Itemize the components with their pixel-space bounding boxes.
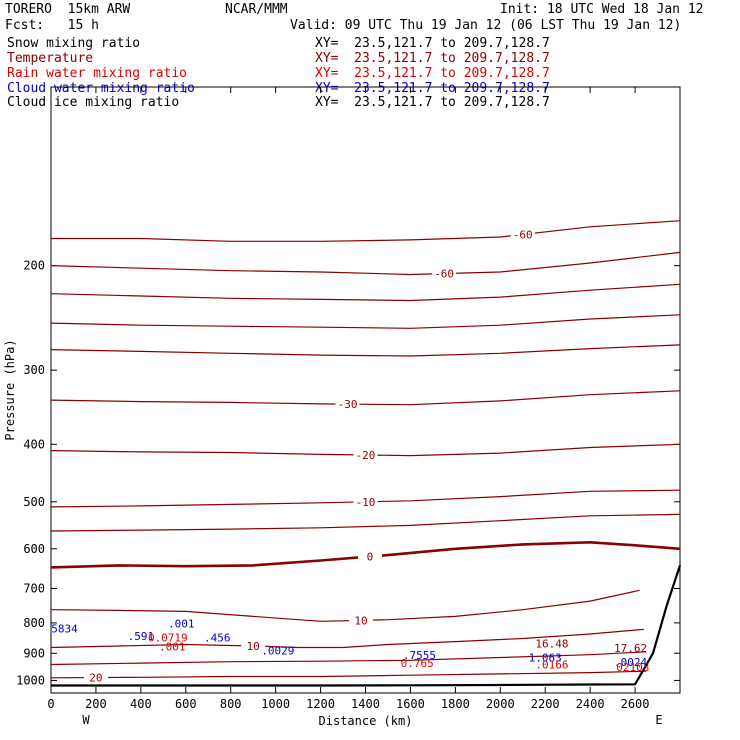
x-tick-label: 0 — [47, 697, 54, 711]
y-tick-label: 300 — [23, 363, 45, 377]
contour-label-bg — [357, 550, 382, 563]
temperature-contour — [50, 314, 681, 329]
field-label-cloud-water: Cloud water mixing ratio — [7, 81, 195, 96]
temperature-contour — [51, 220, 681, 242]
y-tick-label: 400 — [23, 437, 45, 451]
terrain-surface-line — [51, 565, 682, 687]
mixing-ratio-label: 16.48 — [535, 637, 568, 650]
field-xy-cloud-ice: XY= 23.5,121.7 to 209.7,128.7 — [315, 95, 550, 110]
mixing-ratio-label: .456 — [204, 632, 231, 645]
contour-label-bg — [353, 495, 378, 508]
init-time: Init: 18 UTC Wed 18 Jan 12 — [500, 2, 704, 17]
mixing-ratio-label: .0166 — [535, 659, 568, 672]
temperature-contour-label: 0 — [367, 551, 374, 564]
center-label: NCAR/MMM — [225, 2, 288, 17]
mixing-ratio-label: 17.62 — [614, 642, 647, 655]
field-xy-rain: XY= 23.5,121.7 to 209.7,128.7 — [315, 66, 550, 81]
mixing-ratio-label: .591 — [128, 630, 155, 643]
endpoint-west-label: W — [82, 713, 90, 727]
contour-label-bg — [510, 228, 535, 241]
x-tick-label: 1800 — [441, 697, 470, 711]
field-label-rain: Rain water mixing ratio — [7, 66, 188, 81]
mixing-ratio-label: .001 — [159, 640, 186, 653]
x-axis-title: Distance (km) — [319, 714, 413, 728]
temperature-contour — [50, 390, 681, 406]
x-tick-label: 1200 — [306, 697, 335, 711]
valid-time: Valid: 09 UTC Thu 19 Jan 12 (06 LST Thu … — [290, 18, 682, 33]
contour-label-bg — [241, 640, 266, 653]
contour-label-bg — [335, 398, 360, 411]
y-tick-label: 600 — [23, 542, 45, 556]
temperature-contour-label: -10 — [356, 496, 376, 509]
x-tick-label: 600 — [175, 697, 197, 711]
temperature-contour — [50, 651, 647, 666]
model-label: TORERO 15km ARW — [5, 2, 131, 17]
temperature-contour — [50, 540, 681, 569]
temperature-contour — [50, 670, 647, 679]
x-tick-label: 800 — [220, 697, 242, 711]
x-tick-label: 2400 — [576, 697, 605, 711]
x-tick-label: 2600 — [621, 697, 650, 711]
temperature-contour-label: 10 — [247, 640, 260, 653]
x-tick-label: 1000 — [261, 697, 290, 711]
x-tick-label: 2200 — [531, 697, 560, 711]
mixing-ratio-label: .0029 — [261, 645, 294, 658]
contour-label-bg — [349, 614, 374, 627]
temperature-contour — [50, 628, 645, 649]
y-tick-label: 200 — [23, 259, 45, 273]
forecast-hour: Fcst: 15 h — [5, 18, 99, 33]
field-label-snow: Snow mixing ratio — [7, 36, 141, 51]
temperature-contour — [50, 344, 681, 357]
temperature-contour-label: -30 — [338, 398, 358, 411]
mixing-ratio-label: .7555 — [403, 649, 436, 662]
mixing-ratio-label: 0.0719 — [148, 632, 188, 645]
x-tick-label: 2000 — [486, 697, 515, 711]
x-tick-label: 1600 — [396, 697, 425, 711]
y-tick-label: 800 — [23, 616, 45, 630]
temperature-contour — [50, 513, 681, 532]
contour-label-bg — [432, 267, 457, 280]
x-tick-label: 400 — [130, 697, 152, 711]
field-xy-cloud-water: XY= 23.5,121.7 to 209.7,128.7 — [315, 81, 550, 96]
x-tick-label: 200 — [85, 697, 107, 711]
temperature-contour-label: -60 — [434, 268, 454, 281]
contour-label-bg — [83, 671, 108, 684]
temperature-contour — [50, 283, 681, 302]
field-label-temperature: Temperature — [7, 51, 94, 66]
x-tick-label: 1400 — [351, 697, 380, 711]
mixing-ratio-label: .001 — [168, 618, 195, 631]
mixing-ratio-label: .0024 — [614, 656, 647, 669]
y-tick-label: 900 — [23, 646, 45, 660]
temperature-contour — [50, 589, 640, 622]
mixing-ratio-label: 1.063 — [529, 652, 562, 665]
mixing-ratio-label: 0.765 — [401, 657, 434, 670]
y-tick-label: 1000 — [16, 673, 45, 687]
temperature-contour-label: 10 — [354, 614, 367, 627]
field-label-cloud-ice: Cloud ice mixing ratio — [7, 95, 180, 110]
field-xy-snow: XY= 23.5,121.7 to 209.7,128.7 — [315, 36, 550, 51]
mixing-ratio-label: 5834 — [51, 622, 78, 635]
temperature-contour-label: -60 — [513, 229, 533, 242]
temperature-contour-label: -20 — [356, 449, 376, 462]
temperature-contour — [50, 251, 681, 276]
field-xy-temperature: XY= 23.5,121.7 to 209.7,128.7 — [315, 51, 550, 66]
endpoint-east-label: E — [655, 713, 662, 727]
contour-label-bg — [353, 449, 378, 462]
temperature-contour-label: 20 — [89, 672, 102, 685]
mixing-ratio-label: 02103 — [616, 661, 649, 674]
y-axis-title: Pressure (hPa) — [3, 339, 17, 440]
y-tick-label: 700 — [23, 582, 45, 596]
y-tick-label: 500 — [23, 495, 45, 509]
